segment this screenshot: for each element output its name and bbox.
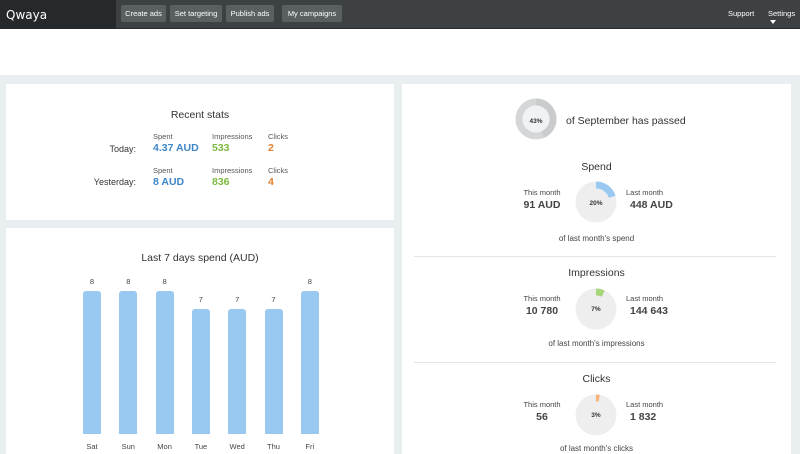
x-tick-label: Mon <box>157 442 172 451</box>
my-campaigns-button[interactable]: My campaigns <box>282 5 342 22</box>
bar-value-label: 8 <box>126 277 131 286</box>
spend-this-month-value: 91 AUD <box>523 199 561 211</box>
header-band <box>0 29 800 75</box>
impressions-caption: of last month's impressions <box>548 339 645 348</box>
yesterday-impressions-label: Impressions <box>212 166 253 175</box>
recent-stats-title: Recent stats <box>170 109 230 121</box>
month-passed-text: of September has passed <box>566 115 686 127</box>
bar-wed <box>228 308 247 434</box>
bar-value-label: 7 <box>198 294 203 304</box>
impressions-progress-donut <box>575 288 617 330</box>
impressions-last-month-value: 144 643 <box>630 305 668 317</box>
spend-title: Spend <box>581 161 612 173</box>
bar-value-label: 7 <box>271 294 276 304</box>
spend-percent: 20% <box>589 200 603 207</box>
bar-fri <box>300 291 319 434</box>
spend-chart-card: Last 7 days spend (AUD) 8 Sat 8 Sun 8 Mon 7 Tue… <box>6 228 394 454</box>
bar-value-label: 8 <box>162 277 167 286</box>
x-tick-label: Thu <box>267 442 280 451</box>
bar-value-label: 7 <box>235 294 240 304</box>
impressions-title: Impressions <box>568 267 625 279</box>
spend-this-month-label: This month <box>523 188 561 197</box>
set-targeting-button[interactable]: Set targeting <box>170 5 222 22</box>
impressions-last-month-label: Last month <box>626 294 664 303</box>
top-nav: Qwaya Create ads Set targeting Publish a… <box>0 0 800 29</box>
clicks-caption: of last month's clicks <box>559 444 634 453</box>
yesterday-impressions-value: 836 <box>212 176 230 188</box>
publish-ads-button[interactable]: Publish ads <box>226 5 274 22</box>
yesterday-spent-label: Spent <box>153 166 173 175</box>
clicks-percent: 3% <box>591 412 601 419</box>
x-tick-label: Tue <box>194 442 208 451</box>
clicks-last-month-label: Last month <box>626 400 664 409</box>
create-ads-button[interactable]: Create ads <box>121 5 166 22</box>
x-tick-label: Wed <box>229 442 245 451</box>
x-tick-label: Sun <box>121 442 135 451</box>
impressions-this-month-value: 10 780 <box>525 305 559 317</box>
x-tick-label: Sat <box>86 442 98 451</box>
bar-value-label: 8 <box>307 277 312 286</box>
clicks-progress-donut <box>575 394 617 436</box>
chart-title: Last 7 days spend (AUD) <box>141 252 259 264</box>
clicks-this-month-label: This month <box>523 400 561 409</box>
settings-label: Settings <box>768 9 796 18</box>
bar-value-label: 8 <box>89 277 95 286</box>
x-tick-label: Fri <box>305 442 315 451</box>
bar-tue <box>191 308 210 434</box>
divider <box>414 256 776 257</box>
bar-thu <box>264 308 283 434</box>
recent-stats-card: Recent stats Today: Spent 4.37 AUD Impre… <box>6 84 394 220</box>
support-link[interactable]: Support <box>728 9 755 18</box>
app-logo[interactable]: Qwaya <box>0 0 116 29</box>
divider <box>414 362 776 363</box>
clicks-title: Clicks <box>582 373 611 385</box>
today-spent-label: Spent <box>153 132 173 141</box>
impressions-this-month-label: This month <box>523 294 561 303</box>
today-clicks-value: 2 <box>268 142 274 154</box>
yesterday-clicks-label: Clicks <box>268 166 288 175</box>
settings-menu[interactable]: Settings <box>768 9 800 27</box>
spend-last-month-value: 448 AUD <box>630 199 673 211</box>
yesterday-spent-value: 8 AUD <box>153 176 185 188</box>
today-impressions-label: Impressions <box>212 132 253 141</box>
bar-mon <box>155 291 174 434</box>
impressions-percent: 7% <box>591 306 601 313</box>
chevron-down-icon <box>770 20 776 24</box>
clicks-last-month-value: 1 832 <box>630 411 657 423</box>
clicks-this-month-value: 56 <box>536 411 548 423</box>
spend-caption: of last month's spend <box>558 234 635 243</box>
spend-last-month-label: Last month <box>626 188 664 197</box>
month-progress-donut <box>515 98 557 140</box>
yesterday-clicks-value: 4 <box>268 176 274 188</box>
today-clicks-label: Clicks <box>268 132 288 141</box>
spend-progress-donut <box>575 181 617 223</box>
month-overview-card: 43% of September has passed Spend This m… <box>402 84 791 454</box>
today-label: Today: <box>109 144 136 154</box>
today-impressions-value: 533 <box>212 142 230 154</box>
bar-sun <box>119 291 138 434</box>
bar-sat <box>83 291 101 434</box>
today-spent-value: 4.37 AUD <box>153 142 199 154</box>
yesterday-label: Yesterday: <box>93 177 136 187</box>
month-percent: 43% <box>529 118 543 125</box>
